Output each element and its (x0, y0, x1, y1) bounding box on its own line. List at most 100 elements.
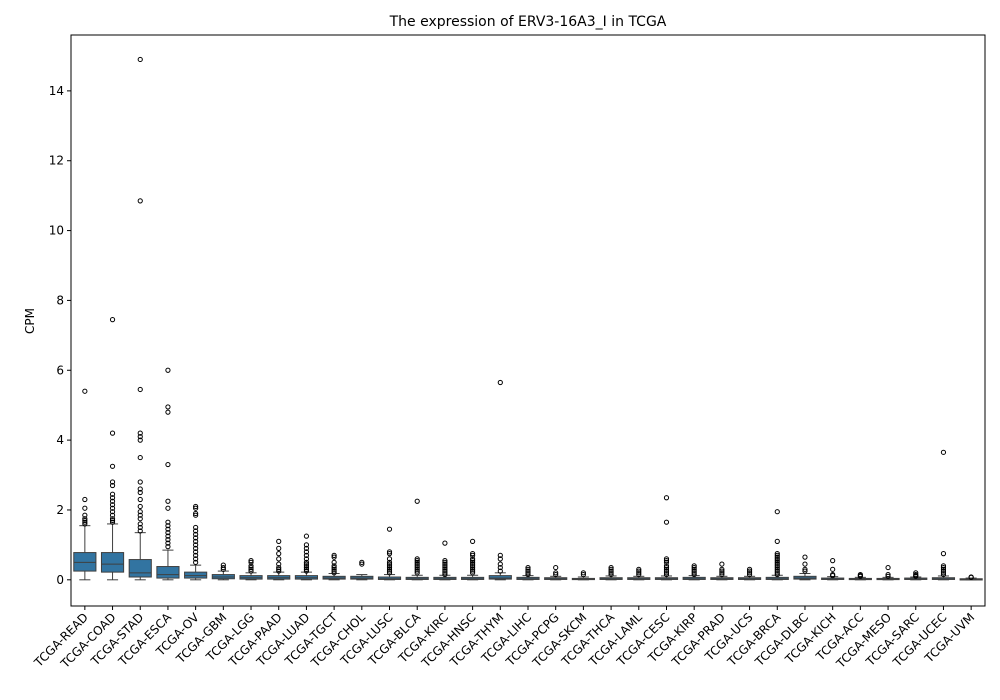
outlier-point (774, 551, 780, 557)
outlier-point (414, 557, 420, 564)
outlier-point (470, 557, 476, 564)
outlier-point (442, 559, 448, 565)
outlier-point (885, 564, 891, 571)
outlier-point (636, 568, 642, 574)
outlier-point (442, 561, 448, 567)
outlier-point (442, 564, 448, 571)
outlier-point (248, 566, 254, 572)
outlier-point (802, 568, 808, 574)
outlier-point (580, 570, 586, 576)
outlier-point (442, 566, 448, 572)
y-tick-label: 14 (49, 84, 64, 98)
outlier-point (303, 533, 310, 539)
outlier-point (774, 554, 780, 560)
box-tcga-hnsc (461, 538, 485, 581)
box-tcga-ucs (737, 566, 762, 581)
outlier-point (774, 566, 780, 572)
outlier-point (109, 509, 116, 515)
outlier-point (470, 561, 476, 567)
outlier-point (940, 571, 947, 578)
outlier-point (109, 519, 116, 525)
outlier-point (913, 570, 919, 576)
outlier-point (109, 430, 116, 436)
outlier-point (691, 563, 697, 569)
outlier-point (691, 571, 697, 578)
outlier-point (663, 570, 670, 576)
box-iqr (488, 575, 512, 580)
outlier-point (165, 537, 171, 543)
box-tcga-chol (350, 559, 374, 581)
outlier-point (663, 571, 670, 578)
outlier-point (663, 564, 670, 571)
outlier-point (386, 561, 393, 567)
outlier-point (663, 566, 670, 572)
outlier-point (276, 551, 282, 557)
outlier-point (137, 434, 143, 440)
outlier-point (109, 482, 116, 489)
y-axis-label: CPM (23, 308, 37, 334)
outlier-point (109, 491, 116, 497)
y-tick-label: 0 (56, 573, 64, 587)
box-tcga-thca (599, 564, 623, 581)
outlier-point (165, 461, 171, 468)
outlier-point (414, 556, 420, 562)
outlier-point (137, 524, 143, 531)
outlier-point (414, 564, 420, 571)
outlier-point (663, 559, 670, 565)
outlier-point (746, 566, 753, 572)
y-tick-label: 12 (49, 154, 64, 168)
outlier-point (331, 554, 337, 560)
box-tcga-uvm (959, 574, 983, 581)
outlier-point (248, 563, 254, 569)
outlier-point (165, 523, 171, 529)
box-tcga-coad (100, 317, 125, 581)
outlier-point (497, 556, 503, 562)
outlier-point (663, 495, 670, 501)
outlier-point (802, 554, 808, 560)
outlier-point (774, 571, 780, 578)
outlier-point (137, 56, 143, 63)
outlier-point (774, 570, 780, 576)
outlier-point (525, 570, 531, 576)
outlier-point (137, 528, 143, 534)
outlier-point (636, 571, 642, 578)
box-tcga-kirc (433, 540, 457, 581)
outlier-point (193, 505, 199, 511)
outlier-point (386, 570, 393, 576)
outlier-point (165, 404, 171, 410)
outlier-point (386, 564, 393, 571)
outlier-point (109, 502, 116, 508)
outlier-point (940, 563, 947, 569)
outlier-point (137, 486, 143, 492)
box-tcga-kich (821, 557, 845, 581)
outlier-point (303, 556, 310, 562)
outlier-point (137, 437, 143, 443)
outlier-point (442, 571, 448, 578)
box-tcga-sarc (904, 570, 928, 581)
outlier-point (608, 568, 614, 574)
box-tcga-pcpg (544, 564, 568, 581)
outlier-point (691, 570, 697, 576)
outlier-point (940, 566, 947, 572)
outlier-point (386, 551, 393, 557)
outlier-point (774, 568, 780, 574)
plot-area (73, 56, 983, 581)
outlier-point (414, 559, 420, 565)
outlier-point (82, 496, 88, 503)
outlier-point (885, 573, 891, 579)
outlier-point (165, 533, 171, 539)
outlier-point (386, 568, 393, 574)
outlier-point (276, 561, 282, 567)
outlier-point (774, 561, 780, 567)
outlier-point (719, 566, 725, 572)
outlier-point (386, 559, 393, 565)
outlier-point (193, 538, 199, 544)
outlier-point (414, 561, 420, 567)
box-tcga-acc (848, 571, 872, 581)
y-tick-label: 6 (56, 363, 64, 377)
outlier-point (774, 563, 780, 569)
outlier-point (193, 556, 199, 562)
outlier-point (137, 516, 143, 522)
outlier-point (137, 386, 143, 393)
outlier-point (193, 535, 199, 541)
